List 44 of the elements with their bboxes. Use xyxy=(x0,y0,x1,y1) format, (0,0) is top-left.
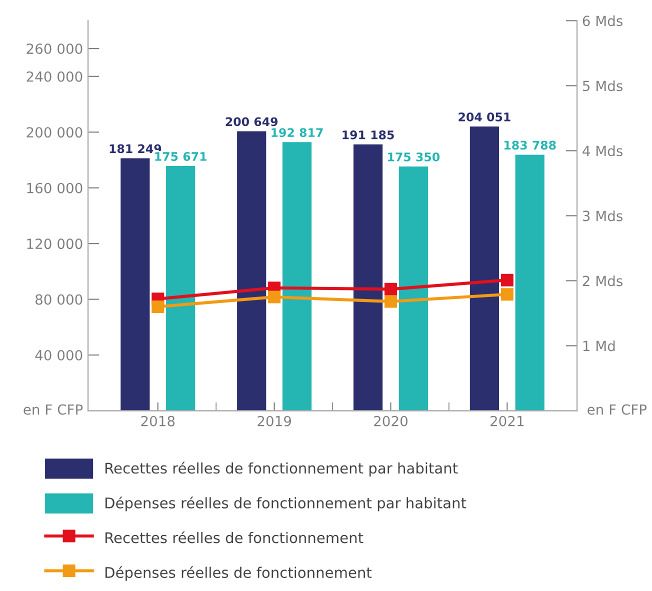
point xyxy=(500,274,514,286)
bar xyxy=(470,126,500,411)
point xyxy=(384,282,397,296)
bar xyxy=(398,166,428,411)
y-tick-label: 240 000 xyxy=(26,71,82,82)
y2-tick-label: 6 Mds xyxy=(582,15,622,26)
bar xyxy=(515,154,544,411)
y-tick-label: 80 000 xyxy=(36,294,82,305)
legend-label: Recettes réelles de fonctionnement xyxy=(105,531,364,544)
data-label: 191 185 xyxy=(342,130,394,140)
y-tick-label: 120 000 xyxy=(27,238,82,250)
data-label: 175 350 xyxy=(388,152,440,162)
y2-tick-label: 1 Md xyxy=(583,340,615,352)
data-label: 183 788 xyxy=(504,140,556,150)
y-axis-title: en F CFP xyxy=(24,404,83,415)
legend-label: Dépenses réelles de fonctionnement xyxy=(105,566,372,581)
bar xyxy=(237,131,266,411)
y-tick-label: 260 000 xyxy=(26,44,82,54)
bar xyxy=(282,142,312,411)
data-label: 192 817 xyxy=(272,128,323,138)
legend-label: Recettes réelles de fonctionnement par habitant xyxy=(105,462,458,477)
y-tick-label: 40 000 xyxy=(35,350,82,360)
y2-tick-label: 2 Mds xyxy=(582,275,622,286)
x-tick-label: 2018 xyxy=(141,416,175,426)
bar xyxy=(353,144,383,411)
y2-tick-label: 4 Mds xyxy=(582,145,622,156)
point xyxy=(500,288,514,301)
y2-tick-label: 3 Mds xyxy=(582,210,622,222)
point xyxy=(268,290,281,304)
data-label: 200 649 xyxy=(226,117,278,126)
point xyxy=(152,300,164,313)
y-tick-label: 160 000 xyxy=(27,182,82,194)
y2-axis-title: en F CFP xyxy=(588,404,647,415)
legend-label: Dépenses réelles de fonctionnement par habitant xyxy=(105,496,466,512)
data-label: 204 051 xyxy=(458,112,510,122)
bar xyxy=(166,166,196,411)
y-tick-label: 200 000 xyxy=(26,127,82,138)
x-tick-label: 2021 xyxy=(490,416,524,426)
bar xyxy=(120,158,150,411)
y2-tick-label: 5 Mds xyxy=(582,80,622,92)
x-tick-label: 2019 xyxy=(258,416,291,426)
data-label: 175 671 xyxy=(155,152,206,161)
x-tick-label: 2020 xyxy=(374,416,408,426)
point xyxy=(384,295,397,308)
